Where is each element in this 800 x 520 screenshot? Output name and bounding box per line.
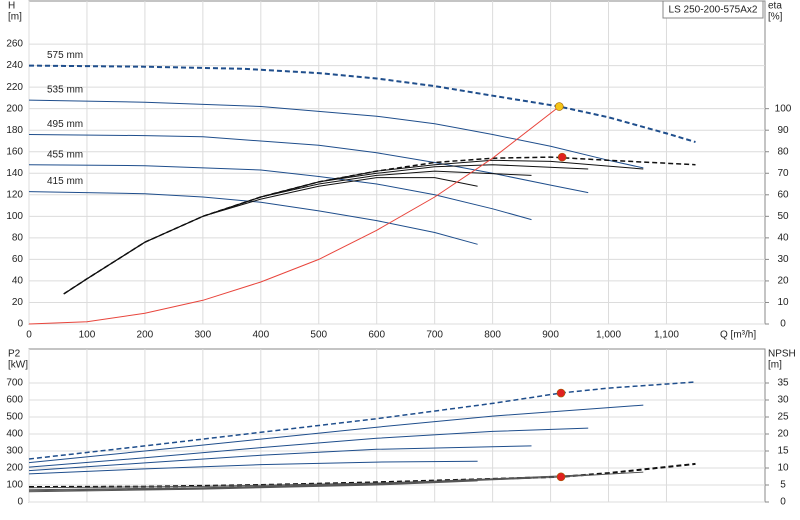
y2-tick-label: 80	[777, 146, 789, 157]
curve	[28, 460, 478, 475]
y2-tick-label: 10	[777, 297, 789, 308]
title-box	[662, 0, 764, 19]
y2-tick-label: 20	[777, 429, 789, 440]
operating-point	[556, 388, 566, 398]
y-tick-label: 220	[6, 82, 23, 93]
x-tick-label: 500	[310, 330, 327, 341]
y-tick-label: 200	[6, 103, 23, 114]
y-axis-label: [kW]	[8, 360, 28, 371]
y2-tick-label: 30	[777, 254, 789, 265]
y-tick-label: 60	[12, 254, 24, 265]
y2-tick-label: 100	[775, 103, 792, 114]
operating-point	[557, 152, 567, 162]
x-tick-label: 800	[484, 330, 501, 341]
curve	[28, 99, 644, 169]
y-tick-label: 140	[6, 168, 23, 179]
y-tick-label: 500	[6, 412, 23, 423]
x-tick-label: 200	[137, 330, 154, 341]
curve-label: 535 mm	[47, 85, 83, 96]
y-tick-label: 400	[6, 429, 23, 440]
y2-tick-label: 25	[777, 412, 789, 423]
curve	[28, 474, 589, 491]
y2-tick-label: 70	[777, 168, 789, 179]
y2-tick-label: 10	[777, 463, 789, 474]
x-tick-label: 400	[252, 330, 269, 341]
y2-axis-label: [%]	[768, 12, 783, 23]
y-tick-label: 180	[6, 125, 23, 136]
x-tick-label: 700	[426, 330, 443, 341]
y-tick-label: 120	[6, 189, 23, 200]
y2-tick-label: 35	[777, 378, 789, 389]
curve	[28, 471, 644, 489]
x-tick-label: 900	[542, 330, 559, 341]
curve	[63, 177, 478, 295]
curve	[28, 381, 696, 460]
x-tick-label: 1,000	[596, 330, 621, 341]
y2-tick-label: 15	[777, 446, 789, 457]
curve	[28, 106, 560, 325]
y2-tick-label: 20	[777, 276, 789, 287]
y-axis-label: H	[8, 1, 15, 12]
y-tick-label: 0	[17, 497, 23, 508]
y-tick-label: 300	[6, 446, 23, 457]
chart-title: LS 250-200-575Ax2	[669, 5, 758, 16]
y-tick-label: 160	[6, 146, 23, 157]
curve	[28, 134, 589, 194]
curve	[28, 164, 532, 221]
y-tick-label: 0	[17, 319, 23, 330]
y-tick-label: 240	[6, 60, 23, 71]
curve-label: 455 mm	[47, 149, 83, 160]
operating-point	[556, 472, 566, 482]
curve	[28, 477, 532, 492]
y2-tick-label: 50	[777, 211, 789, 222]
curve	[28, 480, 478, 493]
y-tick-label: 600	[6, 395, 23, 406]
x-axis-label: Q [m³/h]	[720, 330, 756, 341]
curve	[28, 191, 478, 245]
curve	[28, 445, 532, 472]
y-tick-label: 200	[6, 463, 23, 474]
y-tick-label: 40	[12, 276, 24, 287]
y2-tick-label: 0	[780, 497, 786, 508]
y2-axis-label: NPSH	[768, 349, 796, 360]
curve-label: 495 mm	[47, 119, 83, 130]
y2-axis-label: eta	[768, 1, 782, 12]
y-tick-label: 260	[6, 39, 23, 50]
operating-point	[554, 102, 564, 111]
y-tick-label: 100	[6, 480, 23, 491]
curve-label: 575 mm	[47, 50, 83, 61]
y2-tick-label: 30	[777, 395, 789, 406]
x-tick-label: 0	[26, 330, 32, 341]
y2-tick-label: 0	[780, 319, 786, 330]
curve	[28, 404, 644, 464]
y2-tick-label: 40	[777, 233, 789, 244]
y2-axis-label: [m]	[768, 360, 782, 371]
curve	[28, 427, 589, 468]
y2-tick-label: 90	[777, 125, 789, 136]
x-tick-label: 1,100	[654, 330, 679, 341]
plot-area	[28, 0, 766, 325]
curve	[28, 462, 696, 488]
curve	[28, 64, 696, 143]
y-axis-label: [m]	[8, 12, 22, 23]
x-tick-label: 300	[195, 330, 212, 341]
y-tick-label: 700	[6, 378, 23, 389]
y2-tick-label: 5	[780, 480, 786, 491]
y-tick-label: 20	[12, 297, 24, 308]
y-tick-label: 100	[6, 211, 23, 222]
y-tick-label: 80	[12, 233, 24, 244]
x-tick-label: 100	[79, 330, 96, 341]
curve-label: 415 mm	[47, 176, 83, 187]
x-tick-label: 600	[368, 330, 385, 341]
y-axis-label: P2	[8, 349, 21, 360]
y2-tick-label: 60	[777, 189, 789, 200]
